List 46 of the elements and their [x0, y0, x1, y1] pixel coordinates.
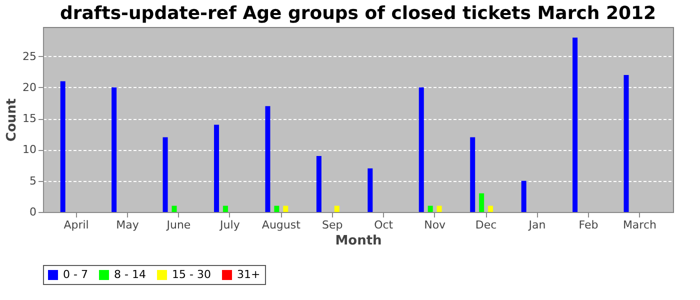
x-axis-title: Month	[335, 234, 382, 248]
y-tick-label: 5	[30, 174, 36, 188]
bar	[470, 137, 476, 212]
bar	[60, 81, 66, 212]
legend-label: 0 - 7	[63, 268, 88, 281]
y-tick-label: 0	[30, 206, 36, 218]
bar	[316, 156, 322, 212]
legend-label: 8 - 14	[114, 268, 146, 281]
x-tick-label: Jan	[528, 218, 546, 232]
bar	[265, 106, 270, 212]
bar	[521, 180, 526, 212]
x-tick-label: March	[622, 218, 656, 232]
x-tick-label: August	[262, 218, 302, 232]
x-tick-label: April	[64, 218, 89, 232]
x-tick-label: Sep	[322, 218, 343, 232]
x-tick-label: Nov	[424, 218, 446, 232]
bar	[334, 206, 340, 212]
x-tick-label: Dec	[475, 218, 497, 232]
bar	[418, 87, 424, 212]
bar	[112, 87, 117, 212]
bar	[624, 74, 629, 212]
bar	[428, 206, 433, 212]
bar	[479, 193, 484, 212]
x-tick-label: July	[219, 218, 240, 232]
y-tick-label: 15	[22, 112, 36, 126]
x-tick-label: May	[116, 218, 140, 232]
x-tick-label: June	[166, 218, 191, 232]
legend-label: 15 - 30	[172, 268, 211, 281]
bar	[274, 206, 280, 212]
bar	[283, 206, 288, 212]
legend-label: 31+	[237, 268, 260, 281]
bar	[572, 38, 578, 212]
bar	[368, 168, 373, 212]
x-tick-label: Feb	[578, 218, 598, 232]
bar	[162, 137, 168, 212]
bar	[214, 124, 220, 212]
y-tick-label: 20	[22, 80, 36, 94]
bar	[172, 206, 177, 212]
y-axis-title: Count	[4, 98, 20, 142]
y-tick-label: 25	[22, 50, 36, 63]
x-tick-label: Oct	[374, 218, 394, 232]
bar	[488, 206, 494, 212]
y-tick-label: 10	[22, 143, 36, 156]
bar	[436, 206, 442, 212]
chart-title: drafts-update-ref Age groups of closed tickets March 2012	[60, 3, 656, 24]
bar	[222, 206, 228, 212]
